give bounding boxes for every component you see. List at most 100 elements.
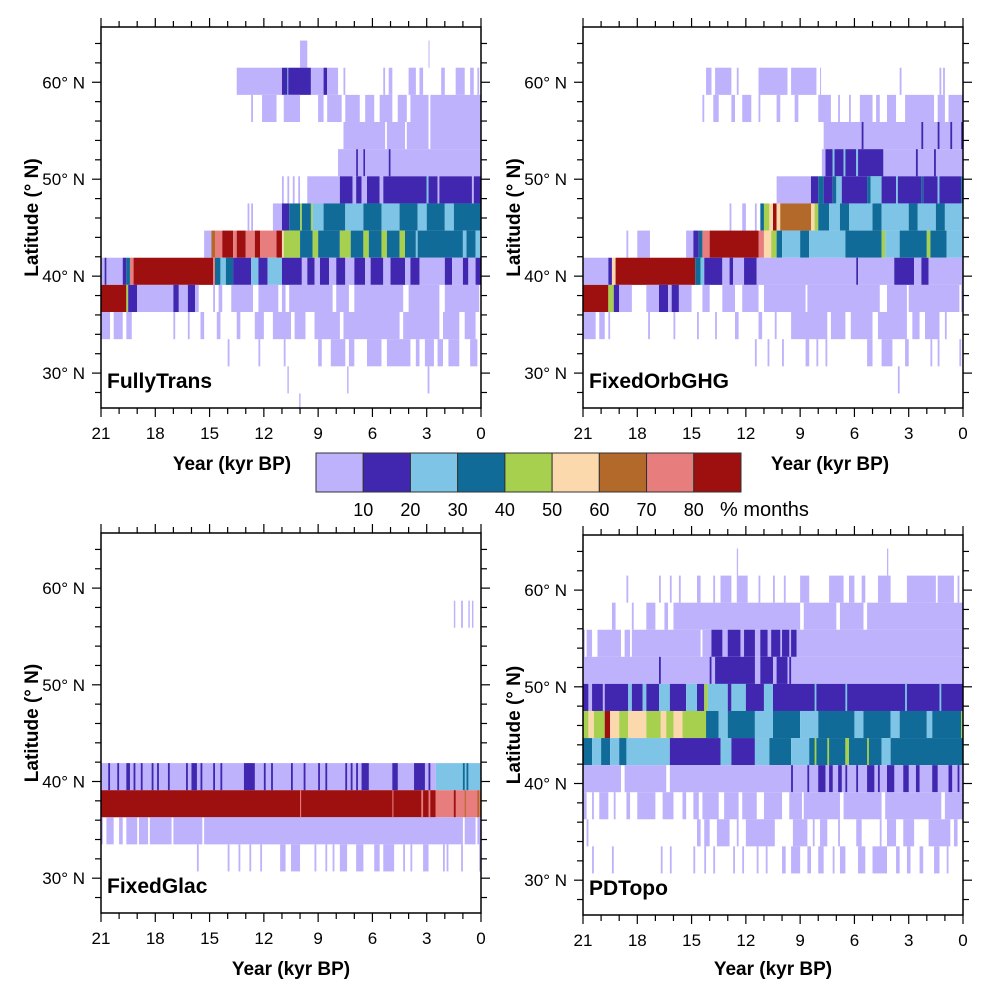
heatmap-cell (231, 284, 253, 313)
heatmap-cell (408, 67, 416, 95)
heatmap-cell (803, 792, 840, 820)
heatmap-cell (669, 846, 672, 874)
colorbar-box (504, 452, 553, 493)
heatmap-cell (773, 683, 963, 711)
heatmap-cell (367, 339, 382, 367)
panel-pdtopo: 21 18 15 12 9 6 3 0 30° N 40° N 50° N 60° N Year (ky… (504, 526, 972, 980)
heatmap-cell (660, 846, 663, 874)
heatmap-cell (287, 366, 289, 394)
heatmap-cell (715, 67, 732, 95)
colorbar-box (693, 452, 742, 493)
heatmap-cell (928, 257, 963, 285)
heatmap-cell (453, 203, 481, 231)
heatmap-cell (204, 817, 463, 845)
heatmap-cell (742, 792, 757, 820)
heatmap-cell (832, 176, 837, 204)
heatmap-cell (814, 683, 817, 711)
heatmap-cell (664, 602, 669, 630)
heatmap-cell (776, 230, 783, 258)
heatmap-cell (930, 230, 947, 258)
heatmap-cell (251, 203, 253, 231)
heatmap-cell (615, 257, 696, 285)
heatmap-cell (742, 284, 759, 313)
heatmap-cell (856, 765, 859, 793)
heatmap-cell (365, 94, 375, 123)
heatmap-cell (923, 176, 938, 204)
panel-label: PDTopo (589, 877, 668, 900)
heatmap-cell (782, 629, 790, 657)
heatmap-cell (921, 257, 929, 285)
heatmap-cell (583, 792, 587, 820)
heatmap-cell (946, 846, 949, 874)
heatmap-cell (336, 284, 349, 313)
x-tick-label: 15 (682, 424, 701, 443)
panel-fullytrans: 21 18 15 12 9 6 3 0 30° N 40° N 50° N 60° N Year (ky… (22, 18, 490, 475)
heatmap-cell (415, 230, 418, 258)
heatmap-cell (845, 765, 848, 793)
y-tick-label: 40° N (42, 772, 85, 791)
heatmap-cell (258, 339, 261, 367)
heatmap-cell (773, 710, 801, 739)
heatmap-cell (744, 257, 757, 285)
x-tick-label: 18 (628, 931, 647, 950)
heatmap-cell (845, 230, 882, 258)
heatmap-cell (908, 203, 918, 231)
heatmap-cell (957, 765, 960, 793)
x-tick-label: 0 (958, 931, 967, 950)
x-tick-label: 18 (628, 424, 647, 443)
heatmap-cell (272, 203, 282, 231)
heatmap-cell (628, 710, 647, 739)
heatmap-cell (934, 149, 936, 177)
heatmap-cell (301, 257, 308, 285)
heatmap-cell (948, 94, 963, 123)
heatmap-cell (718, 710, 728, 739)
heatmap-cell (782, 230, 801, 258)
heatmap-cell (932, 710, 962, 739)
heatmap-cell (216, 312, 221, 340)
heatmap-cell (361, 763, 369, 791)
heatmap-cell (939, 176, 962, 204)
heatmap-cell (592, 846, 594, 874)
heatmap-cell (122, 257, 127, 285)
x-axis-title: Year (kyr BP) (714, 959, 832, 980)
colorbar-tick-label: 50 (542, 500, 562, 520)
heatmap-cell (754, 710, 773, 739)
heatmap-cell (839, 203, 849, 231)
heatmap-cell (908, 284, 960, 313)
heatmap-cell (345, 94, 360, 123)
heatmap-cell (937, 176, 940, 204)
panel-fixedglac: 21 18 15 12 9 6 3 0 30° N 40° N 50° N 60° N Year (ky… (22, 524, 490, 980)
heatmap-cell (267, 257, 282, 285)
heatmap-cell (742, 203, 746, 231)
heatmap-cell (108, 763, 111, 791)
heatmap-cell (673, 312, 676, 340)
x-tick-label: 3 (422, 929, 431, 948)
heatmap-cell (211, 230, 215, 258)
heatmap-cell (948, 765, 953, 793)
heatmap-cell (592, 683, 603, 711)
heatmap-cell (791, 765, 793, 793)
heatmap-cell (867, 602, 963, 630)
heatmap-cell (921, 176, 924, 204)
heatmap-cell (624, 765, 667, 793)
heatmap-cell (390, 149, 481, 177)
heatmap-cell (836, 176, 842, 204)
heatmap-cell (583, 284, 609, 313)
heatmap-cell (881, 203, 909, 231)
y-axis-title: Latitude (° N) (504, 158, 525, 276)
heatmap-cell (354, 257, 366, 285)
heatmap-cell (867, 738, 869, 766)
heatmap-cell (727, 629, 741, 657)
heatmap-cell (811, 203, 815, 231)
y-axis-title: Latitude (° N) (504, 666, 525, 784)
heatmap-cell (281, 284, 286, 313)
y-tick-label: 60° N (524, 73, 567, 92)
heatmap-cell (233, 230, 237, 258)
heatmap-cell (262, 94, 277, 123)
heatmap-cell (782, 339, 784, 367)
heatmap-cell (325, 844, 328, 872)
heatmap-cell (794, 94, 799, 123)
heatmap-cell (307, 257, 315, 285)
heatmap-cell (811, 176, 819, 204)
